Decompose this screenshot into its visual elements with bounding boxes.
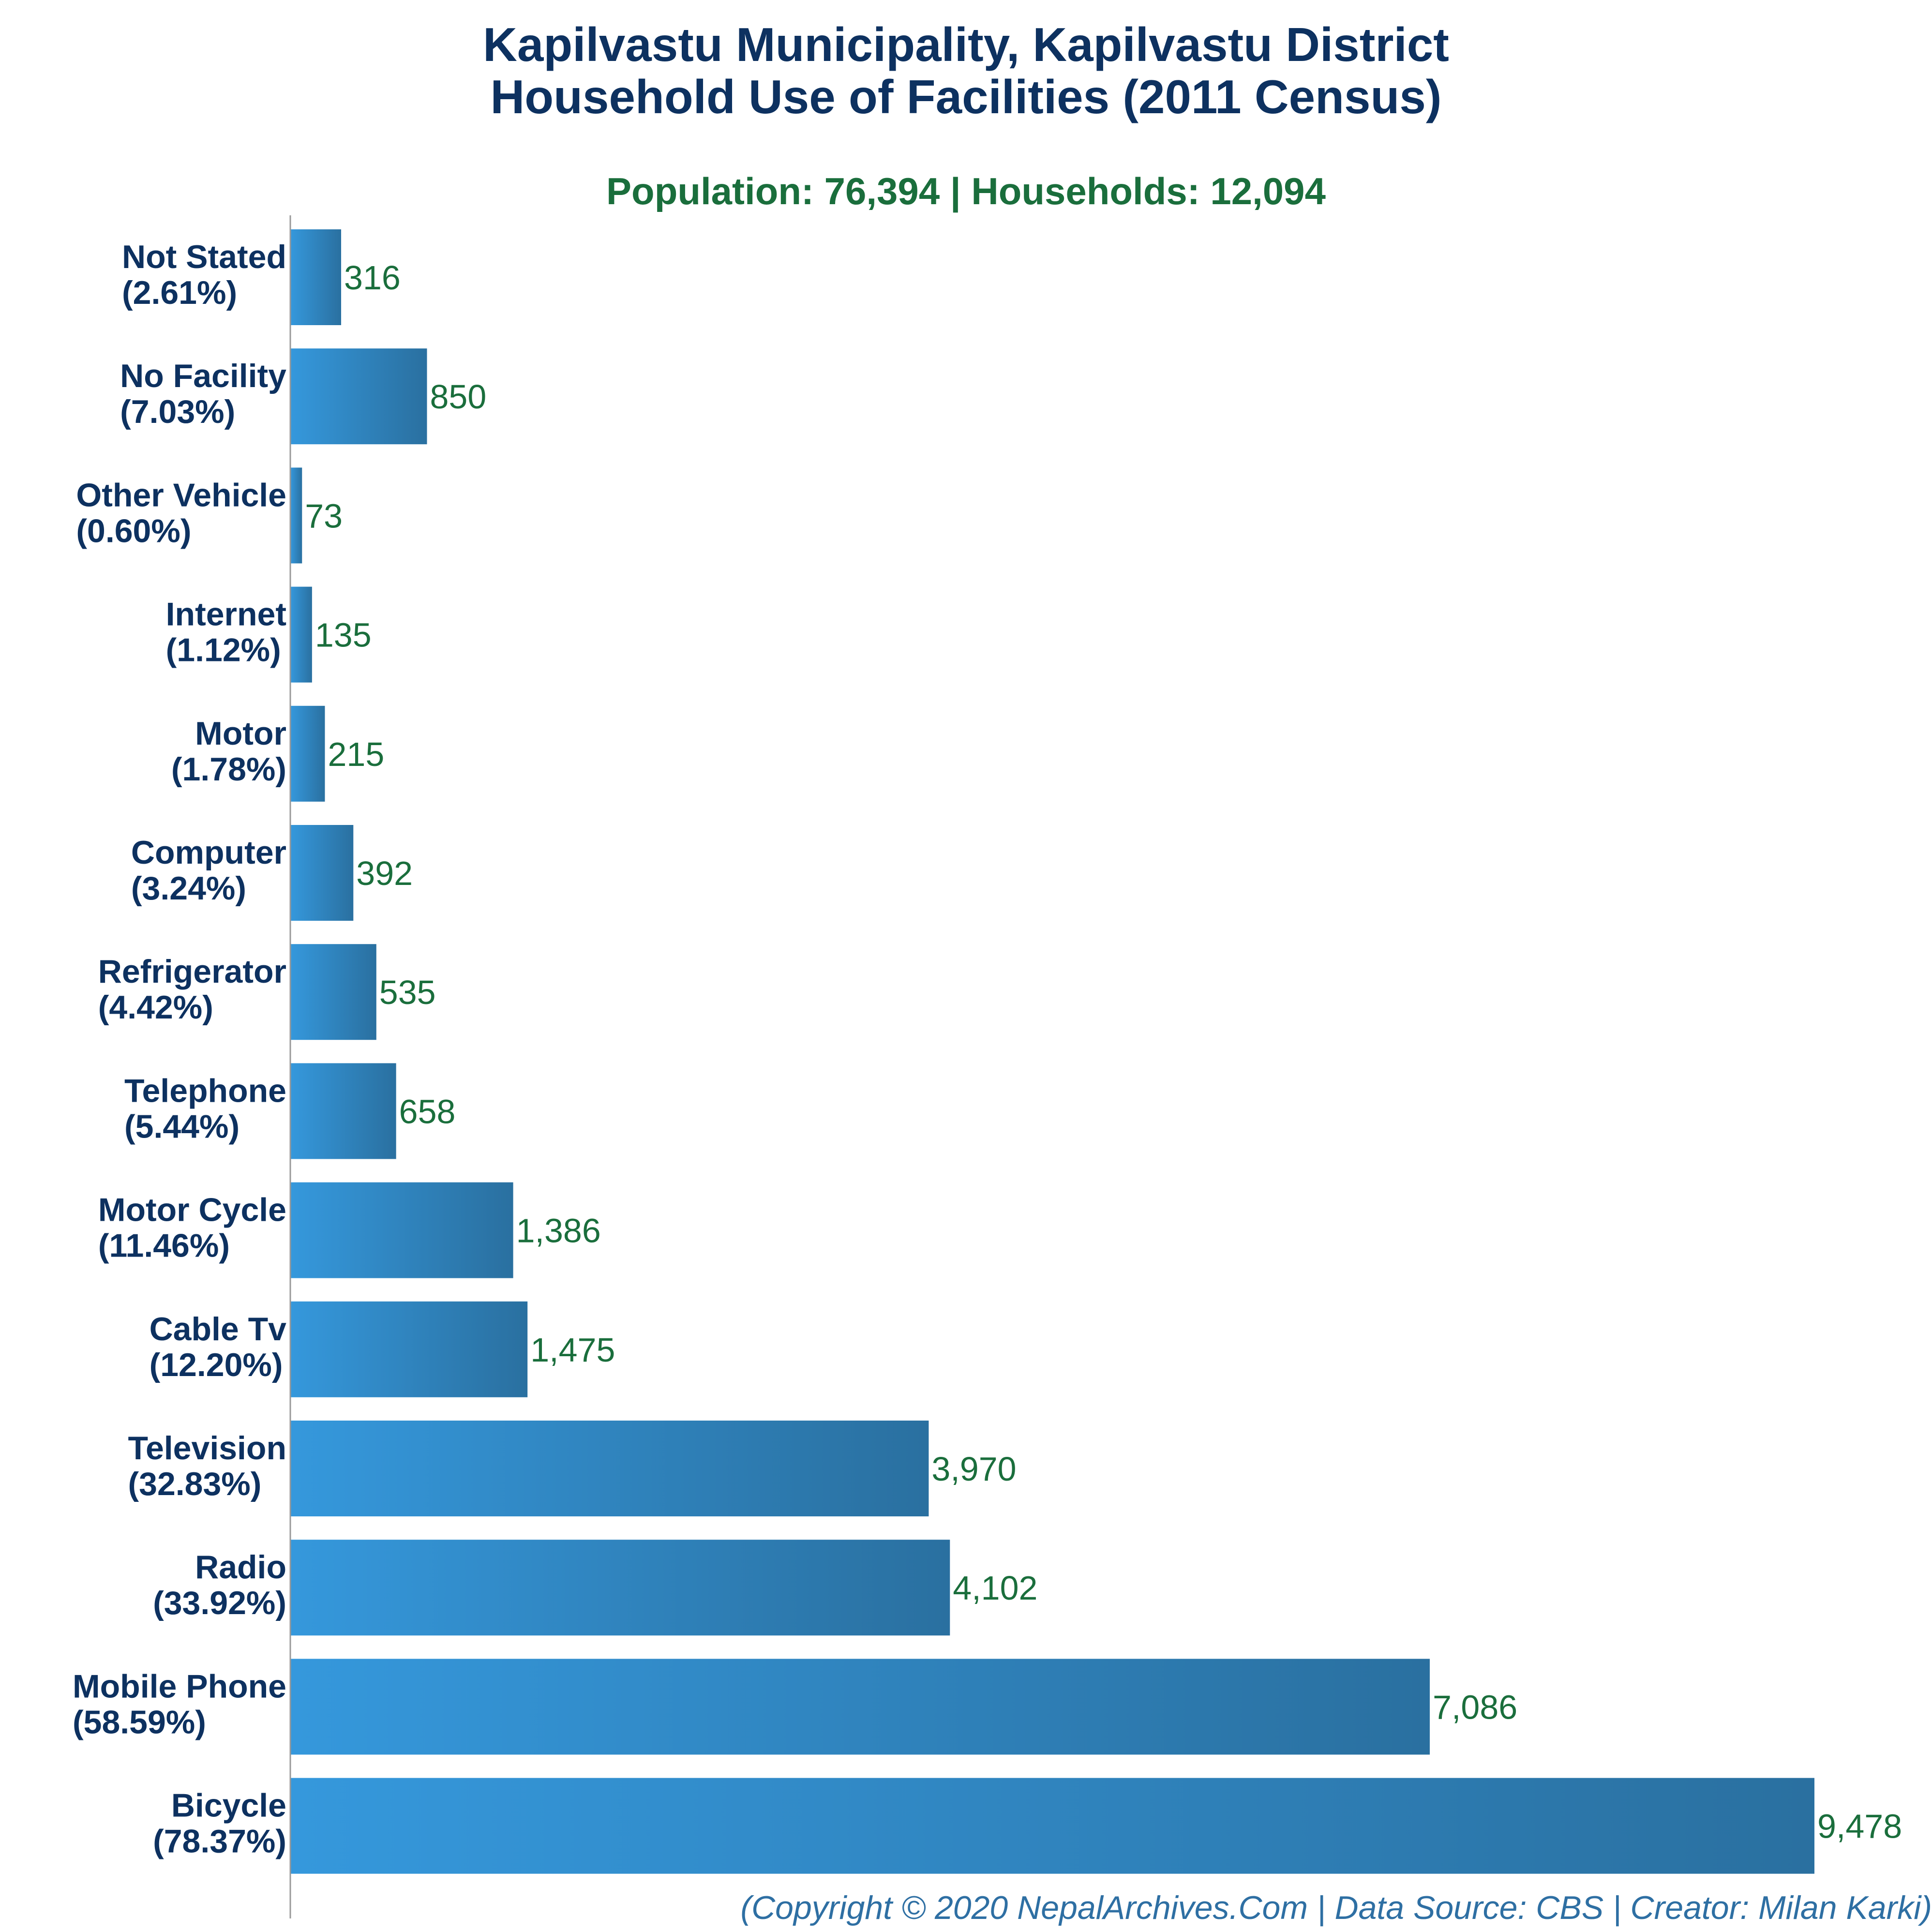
bar bbox=[290, 944, 376, 1040]
category-label: Motor bbox=[195, 715, 286, 752]
bar-group: 316 Not Stated(2.61%) bbox=[122, 229, 401, 325]
bar bbox=[290, 467, 302, 564]
bar bbox=[290, 1063, 396, 1159]
category-label: Internet bbox=[166, 596, 286, 633]
bar-value-label: 135 bbox=[315, 616, 372, 654]
bar-value-label: 7,086 bbox=[1433, 1688, 1517, 1726]
bar bbox=[290, 1659, 1430, 1755]
bars-layer: 316 Not Stated(2.61%) 850 No Facility(7.03%… bbox=[73, 229, 1902, 1874]
bar-group: 73 Other Vehicle(0.60%) bbox=[76, 467, 343, 564]
chart-title-line-1: Kapilvastu Municipality, Kapilvastu Dist… bbox=[483, 18, 1449, 71]
category-percent-label: (1.78%) bbox=[171, 751, 286, 788]
bar bbox=[290, 705, 325, 802]
category-label: Television bbox=[128, 1430, 286, 1467]
bar bbox=[290, 229, 342, 325]
category-label: Other Vehicle bbox=[76, 477, 286, 513]
bar-value-label: 215 bbox=[328, 735, 384, 773]
category-percent-label: (5.44%) bbox=[124, 1108, 240, 1145]
bar bbox=[290, 1540, 950, 1636]
bar bbox=[290, 1421, 929, 1516]
bar-value-label: 9,478 bbox=[1817, 1808, 1902, 1845]
bar-value-label: 1,475 bbox=[530, 1331, 615, 1369]
category-percent-label: (33.92%) bbox=[153, 1585, 286, 1621]
category-label: Telephone bbox=[124, 1072, 286, 1109]
bar-group: 215 Motor(1.78%) bbox=[171, 705, 384, 802]
category-label: Bicycle bbox=[171, 1787, 286, 1824]
category-percent-label: (0.60%) bbox=[76, 512, 191, 549]
bar-value-label: 4,102 bbox=[953, 1569, 1037, 1607]
category-percent-label: (1.12%) bbox=[166, 632, 281, 669]
bar-value-label: 1,386 bbox=[516, 1212, 601, 1250]
category-percent-label: (32.83%) bbox=[128, 1466, 261, 1502]
category-percent-label: (4.42%) bbox=[98, 989, 213, 1026]
bar bbox=[290, 586, 312, 683]
chart-title-line-2: Household Use of Facilities (2011 Census… bbox=[490, 70, 1442, 123]
category-percent-label: (3.24%) bbox=[131, 870, 246, 907]
category-label: Not Stated bbox=[122, 239, 286, 275]
bar-value-label: 3,970 bbox=[931, 1450, 1016, 1488]
chart-title: Kapilvastu Municipality, Kapilvastu Dist… bbox=[0, 18, 1932, 123]
bar bbox=[290, 1182, 513, 1278]
bar-group: 1,475 Cable Tv(12.20%) bbox=[150, 1301, 615, 1397]
bar-group: 658 Telephone(5.44%) bbox=[124, 1063, 455, 1159]
category-percent-label: (58.59%) bbox=[73, 1704, 206, 1740]
bar-value-label: 392 bbox=[356, 854, 413, 892]
bar-group: 535 Refrigerator(4.42%) bbox=[98, 944, 436, 1040]
bar-value-label: 658 bbox=[399, 1093, 456, 1130]
chart-subtitle: Population: 76,394 | Households: 12,094 bbox=[606, 170, 1326, 212]
bar-group: 850 No Facility(7.03%) bbox=[120, 348, 486, 445]
bar-group: 3,970 Television(32.83%) bbox=[128, 1421, 1017, 1516]
bar bbox=[290, 348, 427, 445]
category-label: Refrigerator bbox=[98, 953, 286, 990]
bar-group: 135 Internet(1.12%) bbox=[166, 586, 372, 683]
footer-credit: (Copyright © 2020 NepalArchives.Com | Da… bbox=[740, 1889, 1932, 1926]
category-label: No Facility bbox=[120, 358, 286, 394]
bar bbox=[290, 825, 354, 921]
bar-group: 392 Computer(3.24%) bbox=[131, 825, 413, 921]
category-label: Mobile Phone bbox=[73, 1668, 286, 1705]
bar bbox=[290, 1778, 1814, 1874]
bar bbox=[290, 1301, 528, 1397]
bar-group: 7,086 Mobile Phone(58.59%) bbox=[73, 1659, 1517, 1755]
category-percent-label: (78.37%) bbox=[153, 1823, 286, 1860]
bar-value-label: 73 bbox=[305, 497, 343, 535]
category-label: Computer bbox=[131, 834, 286, 871]
bar-value-label: 850 bbox=[430, 378, 486, 416]
category-label: Radio bbox=[195, 1549, 286, 1586]
category-label: Cable Tv bbox=[150, 1311, 287, 1348]
category-percent-label: (11.46%) bbox=[98, 1228, 230, 1264]
bar-group: 1,386 Motor Cycle(11.46%) bbox=[98, 1182, 601, 1278]
category-percent-label: (7.03%) bbox=[120, 393, 235, 430]
bar-value-label: 535 bbox=[379, 973, 436, 1011]
category-percent-label: (2.61%) bbox=[122, 274, 237, 311]
bar-group: 4,102 Radio(33.92%) bbox=[153, 1540, 1037, 1636]
bar-group: 9,478 Bicycle(78.37%) bbox=[153, 1778, 1902, 1874]
category-percent-label: (12.20%) bbox=[150, 1347, 283, 1383]
bar-value-label: 316 bbox=[344, 259, 401, 297]
category-label: Motor Cycle bbox=[98, 1192, 286, 1228]
